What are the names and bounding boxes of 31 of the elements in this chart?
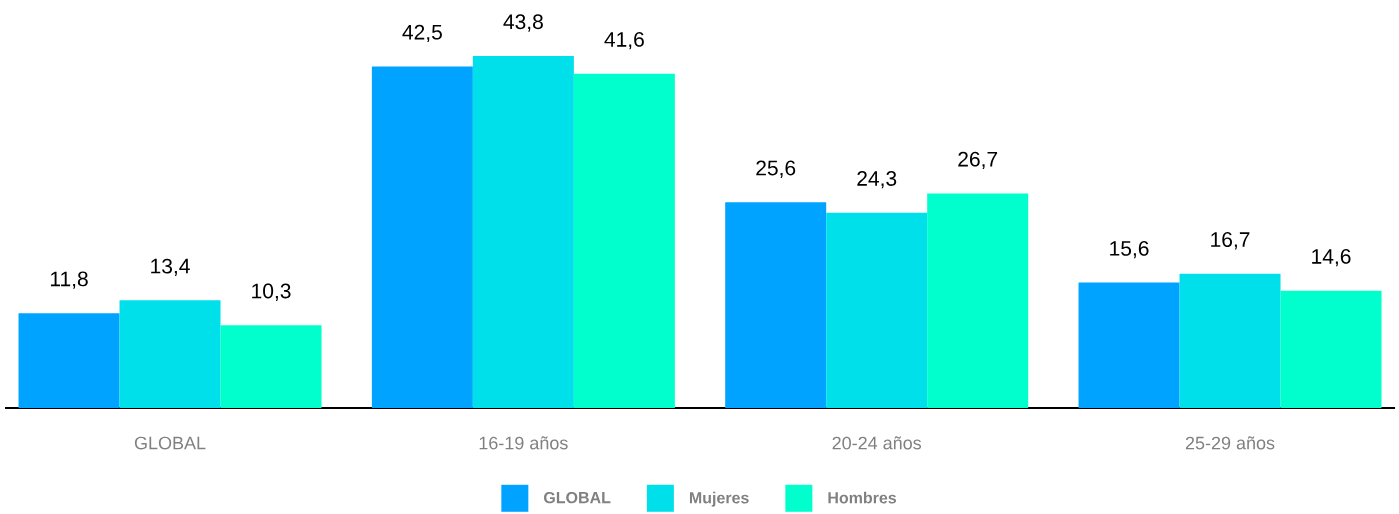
bar [371, 66, 473, 408]
data-label: 10,3 [252, 283, 291, 301]
legend-label: GLOBAL [544, 491, 611, 504]
bar [18, 313, 120, 408]
data-label: 25,6 [756, 160, 796, 178]
bar [927, 193, 1029, 408]
bar [119, 300, 221, 408]
bar [220, 325, 322, 408]
data-label: 13,4 [151, 258, 190, 276]
data-label: 16,7 [1211, 232, 1250, 250]
bar [1179, 273, 1281, 408]
bar [1280, 290, 1382, 408]
data-label: 14,6 [1312, 248, 1351, 267]
legend-label: Mujeres [689, 491, 749, 507]
bar [573, 73, 675, 408]
bar [472, 55, 574, 408]
x-tick-label: 25-29 años [1185, 436, 1275, 450]
data-label: 43,8 [503, 14, 543, 32]
x-tick-label: 16-19 años [479, 436, 568, 450]
bar [1078, 282, 1180, 408]
x-tick-label: GLOBAL [134, 436, 206, 450]
bar [725, 202, 827, 408]
data-label: 41,6 [604, 31, 644, 50]
data-label: 24,3 [857, 171, 897, 189]
data-label: 26,7 [958, 151, 998, 170]
legend-label: Hombres [828, 491, 897, 504]
bar [826, 212, 928, 408]
data-label: 42,5 [402, 24, 442, 43]
data-label: 11,8 [50, 271, 88, 289]
x-tick-label: 20-24 años [832, 436, 922, 450]
data-label: 15,6 [1110, 240, 1149, 259]
